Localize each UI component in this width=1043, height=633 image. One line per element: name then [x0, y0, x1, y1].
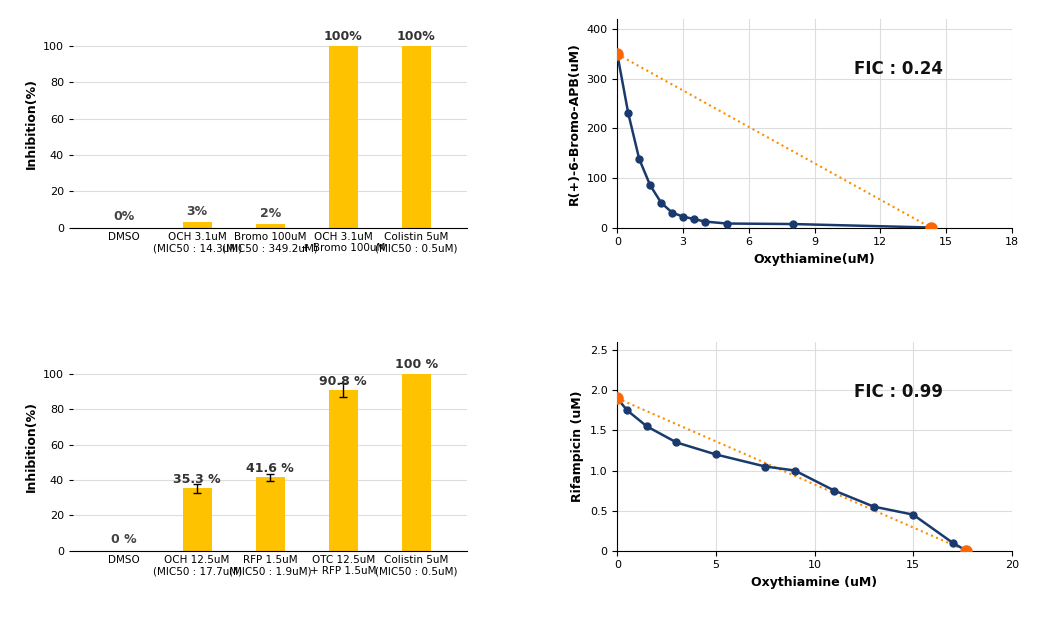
Text: 0%: 0%	[114, 210, 135, 223]
Text: 41.6 %: 41.6 %	[246, 461, 294, 475]
X-axis label: Oxythiamine (uM): Oxythiamine (uM)	[751, 576, 877, 589]
Text: FIC : 0.24: FIC : 0.24	[854, 60, 943, 78]
Text: 2%: 2%	[260, 207, 281, 220]
Bar	[183, 222, 212, 227]
Bar	[402, 374, 431, 551]
Text: 35.3 %: 35.3 %	[173, 473, 221, 486]
Text: 100%: 100%	[324, 30, 363, 44]
Text: 100%: 100%	[397, 30, 436, 44]
Bar	[329, 391, 358, 551]
Text: 100 %: 100 %	[394, 358, 438, 372]
X-axis label: Oxythiamine(uM): Oxythiamine(uM)	[754, 253, 875, 266]
Text: FIC : 0.99: FIC : 0.99	[854, 383, 943, 401]
Y-axis label: Inhibition(%): Inhibition(%)	[24, 401, 38, 492]
Y-axis label: Inhibition(%): Inhibition(%)	[24, 78, 38, 169]
Bar	[329, 46, 358, 227]
Text: 90.8 %: 90.8 %	[319, 375, 367, 387]
Bar	[256, 477, 285, 551]
Bar	[256, 224, 285, 227]
Text: 3%: 3%	[187, 206, 208, 218]
Text: 0 %: 0 %	[112, 533, 137, 546]
Y-axis label: R(+)-6-Bromo-APB(uM): R(+)-6-Bromo-APB(uM)	[567, 42, 581, 204]
Y-axis label: Rifampicin (uM): Rifampicin (uM)	[572, 391, 584, 502]
Bar	[183, 488, 212, 551]
Bar	[402, 46, 431, 227]
